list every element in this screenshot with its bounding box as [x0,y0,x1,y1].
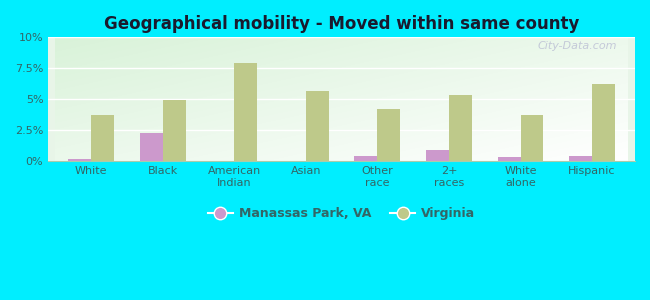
Bar [91,115,114,161]
Legend: Manassas Park, VA, Virginia: Manassas Park, VA, Virginia [203,202,480,225]
Bar [68,159,91,161]
Bar [592,84,615,161]
Bar [449,95,472,161]
Bar [162,100,186,161]
Bar [498,158,521,161]
Text: City-Data.com: City-Data.com [538,41,617,51]
Bar [354,156,378,161]
Bar [569,156,592,161]
Bar [140,133,162,161]
Bar [426,150,449,161]
Bar [378,109,400,161]
Title: Geographical mobility - Moved within same county: Geographical mobility - Moved within sam… [104,15,579,33]
Bar [234,63,257,161]
Bar [521,115,543,161]
Bar [306,91,329,161]
